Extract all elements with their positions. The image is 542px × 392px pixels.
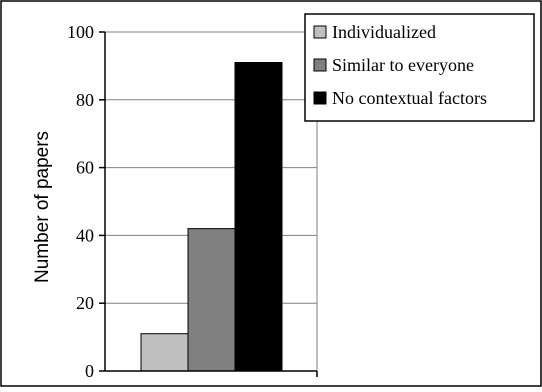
legend-label-no-contextual-factors: No contextual factors bbox=[332, 88, 487, 108]
legend-swatch-individualized bbox=[313, 25, 327, 39]
y-axis: 0 20 40 60 80 100 bbox=[67, 22, 318, 381]
bar-no-contextual-factors bbox=[234, 62, 283, 372]
legend-swatch-no-contextual-factors bbox=[313, 91, 327, 105]
legend-label-similar-to-everyone: Similar to everyone bbox=[332, 55, 474, 75]
legend-swatch-similar-to-everyone bbox=[313, 58, 327, 72]
bar-similar-to-everyone bbox=[187, 228, 236, 372]
y-axis-title: Number of papers bbox=[32, 131, 53, 283]
bar-individualized bbox=[140, 333, 189, 372]
bars bbox=[140, 62, 283, 372]
y-tick-label: 80 bbox=[76, 90, 94, 110]
y-tick-label: 60 bbox=[76, 158, 94, 178]
y-tick-label: 100 bbox=[67, 22, 94, 42]
y-tick-label: 20 bbox=[76, 293, 94, 313]
legend: Individualized Similar to everyone No cont… bbox=[304, 13, 535, 122]
legend-label-individualized: Individualized bbox=[332, 22, 436, 42]
y-tick-label: 0 bbox=[85, 361, 94, 381]
y-tick-label: 40 bbox=[76, 225, 94, 245]
legend-box bbox=[304, 13, 535, 122]
